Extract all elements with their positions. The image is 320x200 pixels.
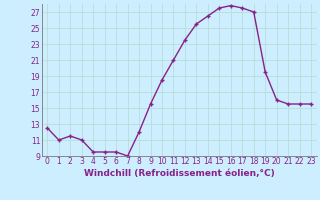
X-axis label: Windchill (Refroidissement éolien,°C): Windchill (Refroidissement éolien,°C)	[84, 169, 275, 178]
